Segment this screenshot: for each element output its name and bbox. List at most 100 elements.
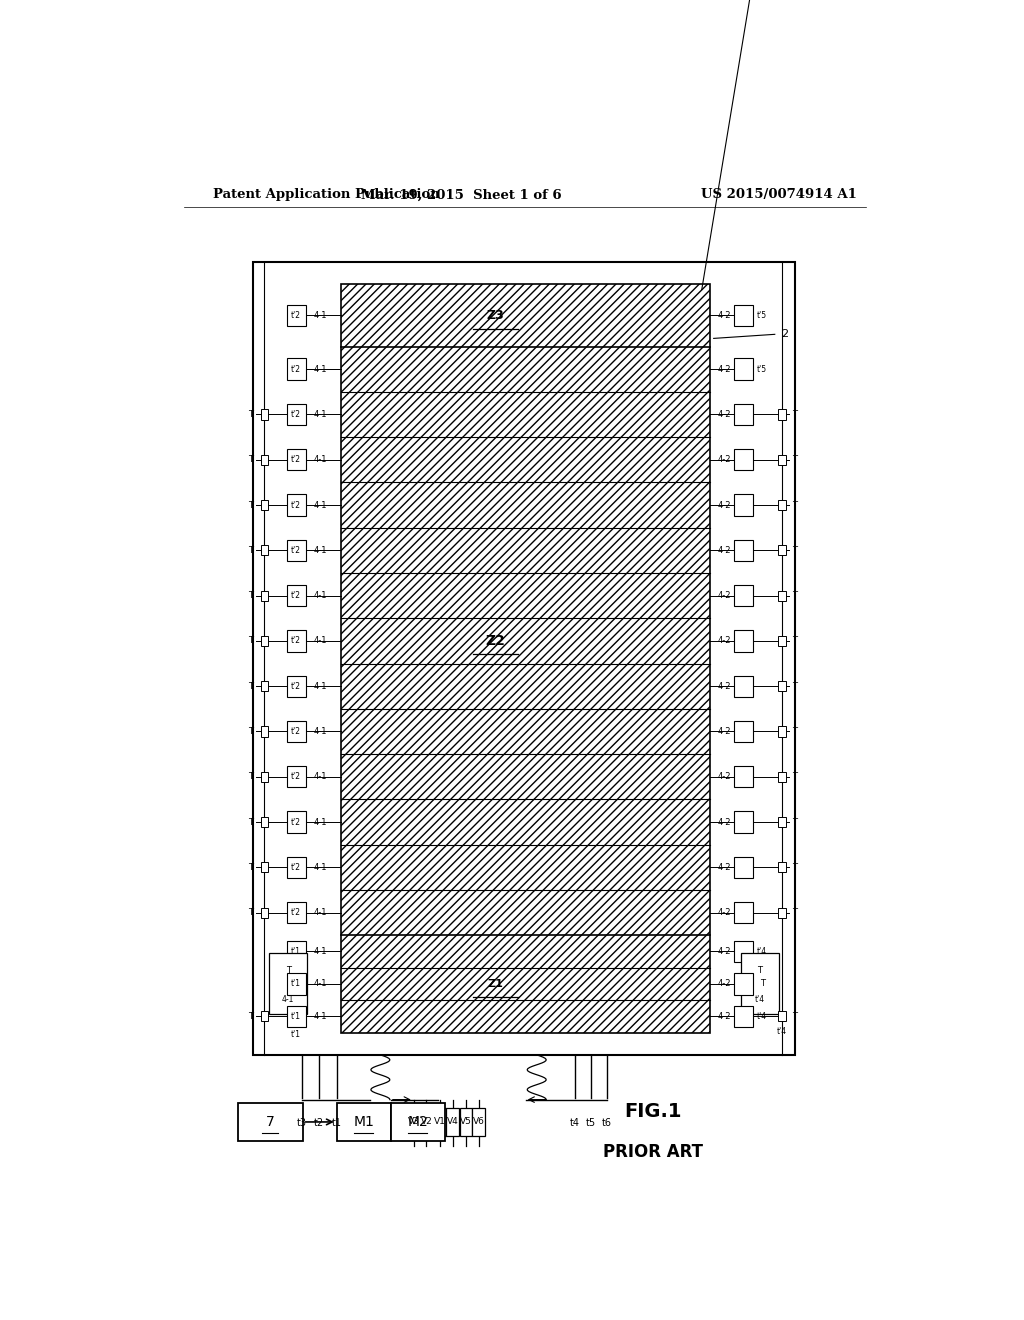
Bar: [778, 545, 785, 556]
Text: T: T: [248, 817, 253, 826]
Text: t'2: t'2: [291, 411, 301, 418]
Bar: [778, 817, 785, 828]
Text: 7: 7: [265, 1115, 274, 1129]
Bar: [287, 540, 306, 561]
Bar: [433, 1107, 446, 1137]
Text: Z2: Z2: [485, 634, 506, 648]
Bar: [287, 495, 306, 516]
Bar: [733, 766, 753, 788]
Bar: [287, 585, 306, 606]
Bar: [733, 540, 753, 561]
Text: 4-1: 4-1: [313, 681, 327, 690]
Text: t'4: t'4: [755, 995, 765, 1003]
Text: T: T: [793, 681, 797, 690]
Bar: [287, 902, 306, 923]
Text: T: T: [248, 681, 253, 690]
Text: t3: t3: [297, 1118, 307, 1129]
Text: 4-1: 4-1: [313, 1012, 327, 1020]
Bar: [287, 812, 306, 833]
Bar: [391, 1102, 444, 1142]
Text: t2: t2: [314, 1118, 325, 1129]
Bar: [733, 721, 753, 742]
Text: T: T: [248, 500, 253, 510]
Text: 4-2: 4-2: [717, 545, 731, 554]
Text: M1: M1: [353, 1115, 374, 1129]
Text: 4-1: 4-1: [313, 636, 327, 645]
Text: FIG.1: FIG.1: [625, 1102, 682, 1121]
Text: T: T: [248, 591, 253, 601]
Bar: [238, 1102, 303, 1142]
Bar: [472, 1107, 485, 1137]
Text: t'2: t'2: [291, 863, 301, 871]
Text: T: T: [793, 863, 797, 871]
Text: T: T: [793, 591, 797, 601]
Text: V3: V3: [408, 1118, 420, 1126]
Text: 4-2: 4-2: [717, 979, 731, 989]
Bar: [446, 1107, 459, 1137]
Text: 4-2: 4-2: [717, 455, 731, 465]
Text: 4-1: 4-1: [313, 545, 327, 554]
Text: 4-1: 4-1: [313, 727, 327, 737]
Text: 4-2: 4-2: [717, 727, 731, 737]
Text: t'5: t'5: [757, 364, 767, 374]
Bar: [733, 404, 753, 425]
Bar: [260, 454, 268, 465]
Text: T: T: [248, 863, 253, 871]
Text: 4-1: 4-1: [313, 364, 327, 374]
Bar: [287, 766, 306, 788]
Bar: [287, 676, 306, 697]
Bar: [287, 973, 306, 994]
Text: 4-2: 4-2: [717, 591, 731, 601]
Bar: [778, 409, 785, 420]
Text: t'5: t'5: [757, 312, 767, 319]
Text: t'2: t'2: [291, 500, 301, 510]
Text: V5: V5: [460, 1118, 472, 1126]
Text: 4-1: 4-1: [313, 312, 327, 319]
Bar: [733, 449, 753, 470]
Bar: [778, 1011, 785, 1022]
Text: T: T: [248, 772, 253, 781]
Text: T: T: [760, 979, 765, 989]
Text: V4: V4: [446, 1118, 459, 1126]
Text: t'4: t'4: [757, 1012, 767, 1020]
Text: T: T: [793, 500, 797, 510]
Bar: [733, 812, 753, 833]
Bar: [287, 721, 306, 742]
Bar: [287, 941, 306, 962]
Bar: [260, 817, 268, 828]
Text: 4-1: 4-1: [283, 995, 295, 1003]
Text: US 2015/0074914 A1: US 2015/0074914 A1: [700, 189, 857, 202]
Text: T: T: [757, 966, 762, 975]
Bar: [733, 1006, 753, 1027]
Text: t'2: t'2: [291, 908, 301, 917]
Bar: [260, 590, 268, 601]
Bar: [287, 359, 306, 380]
Text: T: T: [248, 545, 253, 554]
Text: T: T: [248, 455, 253, 465]
Text: T: T: [793, 908, 797, 917]
Text: 4-2: 4-2: [717, 772, 731, 781]
Text: t'2: t'2: [291, 364, 301, 374]
Text: 4-1: 4-1: [313, 411, 327, 418]
Bar: [341, 284, 710, 1032]
Text: t'2: t'2: [291, 545, 301, 554]
Bar: [778, 590, 785, 601]
Bar: [287, 630, 306, 652]
Text: 2: 2: [781, 329, 788, 339]
Bar: [408, 1107, 420, 1137]
Bar: [260, 409, 268, 420]
Bar: [733, 585, 753, 606]
Text: t'1: t'1: [291, 1012, 301, 1020]
Bar: [733, 305, 753, 326]
Bar: [260, 681, 268, 692]
Text: T: T: [248, 636, 253, 645]
Bar: [778, 908, 785, 917]
Text: Mar. 19, 2015  Sheet 1 of 6: Mar. 19, 2015 Sheet 1 of 6: [361, 189, 561, 202]
Bar: [733, 941, 753, 962]
Text: 4-1: 4-1: [313, 500, 327, 510]
Bar: [260, 1011, 268, 1022]
Bar: [733, 359, 753, 380]
Bar: [733, 495, 753, 516]
Text: 4-2: 4-2: [717, 312, 731, 319]
Text: t'1: t'1: [291, 946, 301, 956]
